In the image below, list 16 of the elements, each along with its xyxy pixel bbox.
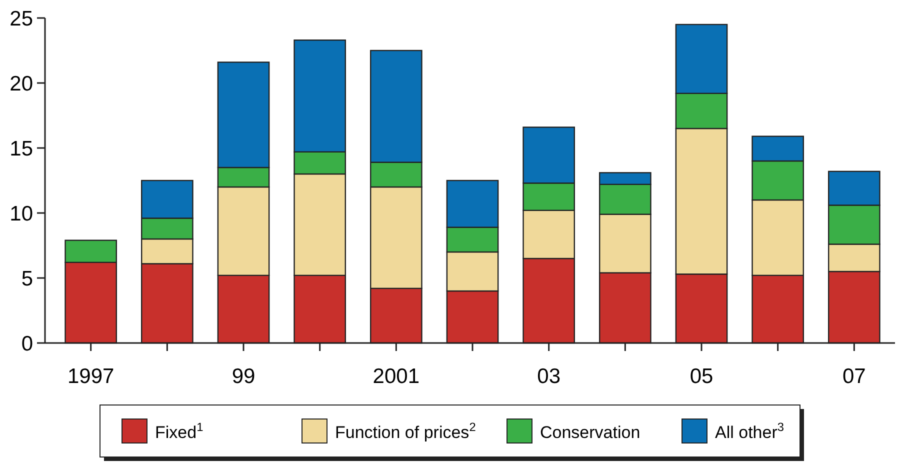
- y-tick-label: 0: [21, 332, 33, 356]
- y-tick-label: 25: [10, 7, 33, 30]
- legend-label: Function of prices$^{2}$: [335, 420, 476, 442]
- y-tick-label: 10: [10, 202, 33, 226]
- x-tick-label: 07: [842, 365, 866, 388]
- legend-label: All other$^{3}$: [715, 420, 784, 442]
- x-tick-label: 05: [690, 365, 714, 388]
- legend-label: Fixed$^{1}$: [155, 420, 204, 442]
- y-tick-label: 20: [10, 72, 33, 96]
- y-tick-label: 5: [21, 267, 33, 290]
- x-tick-label: 1997: [67, 365, 114, 388]
- x-tick-label: 99: [232, 365, 256, 388]
- legend-label: Conservation: [540, 423, 640, 442]
- x-tick-label: 2001: [372, 365, 420, 388]
- x-tick-label: 03: [537, 365, 561, 388]
- y-tick-label: 15: [10, 137, 33, 160]
